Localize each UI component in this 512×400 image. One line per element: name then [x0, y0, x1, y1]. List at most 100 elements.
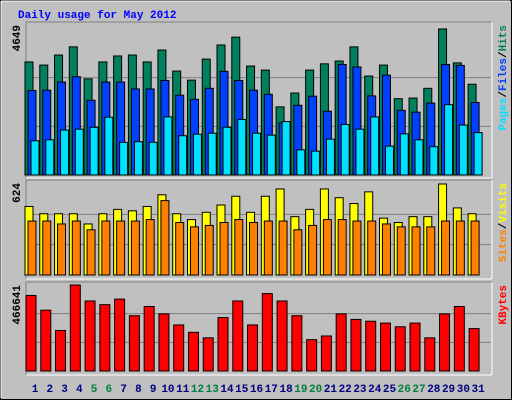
legend-entry: Visits [498, 183, 510, 223]
bar [266, 134, 276, 176]
bar [219, 222, 229, 276]
bar [335, 313, 347, 372]
x-tick-label: 10 [161, 384, 174, 396]
x-tick-label: 6 [106, 384, 113, 396]
bar [337, 219, 347, 276]
bar [143, 305, 155, 372]
bar [55, 329, 67, 372]
legend: Pages/Files/Hits [498, 25, 510, 131]
bar [175, 222, 185, 276]
bar [249, 222, 259, 276]
bar [365, 320, 377, 372]
bar [104, 116, 114, 176]
bar [322, 219, 332, 276]
bar [130, 220, 140, 276]
x-tick-label: 16 [250, 384, 263, 396]
bar [27, 220, 37, 276]
chart-title: Daily usage for May 2012 [18, 10, 176, 22]
x-tick-label: 7 [120, 384, 127, 396]
x-tick-label: 12 [191, 384, 204, 396]
x-tick-label: 14 [220, 384, 234, 396]
bar [173, 324, 185, 372]
bar [293, 229, 303, 276]
x-tick-label: 30 [457, 384, 470, 396]
bar [426, 226, 436, 276]
bar [178, 135, 188, 176]
bar [84, 300, 96, 372]
bar [340, 123, 350, 176]
bar [116, 220, 126, 276]
bar [158, 313, 170, 372]
x-tick-label: 20 [309, 384, 322, 396]
bar [411, 226, 421, 276]
bar [237, 118, 247, 176]
bar [261, 293, 273, 372]
bar [222, 126, 232, 176]
x-tick-label: 31 [471, 384, 485, 396]
legend-entry: Pages [498, 98, 510, 131]
bar [409, 322, 421, 372]
bar [101, 220, 111, 276]
bar [128, 315, 140, 372]
x-tick-label: 22 [339, 384, 352, 396]
bar [25, 294, 37, 372]
bar [291, 315, 303, 372]
bar [470, 220, 480, 276]
x-tick-label: 18 [279, 384, 293, 396]
bar [30, 140, 40, 176]
x-tick-label: 26 [398, 384, 411, 396]
bar [473, 132, 483, 176]
x-tick-label: 4 [76, 384, 83, 396]
legend-separator: / [498, 91, 510, 98]
bar [381, 223, 391, 276]
x-tick-label: 24 [368, 384, 382, 396]
bar [320, 335, 332, 372]
bar [281, 121, 291, 176]
bar [69, 284, 81, 372]
bar [60, 129, 70, 176]
bar [42, 220, 52, 276]
bar [325, 138, 335, 176]
bar [429, 146, 439, 176]
bar [278, 220, 288, 276]
x-tick-label: 21 [324, 384, 338, 396]
x-tick-label: 5 [91, 384, 98, 396]
bar [114, 298, 126, 372]
bar [306, 339, 318, 372]
bar [455, 220, 465, 276]
bar [439, 313, 451, 372]
bar [352, 220, 362, 276]
bar [119, 141, 129, 176]
bar [217, 317, 229, 372]
bar [308, 224, 318, 276]
x-tick-label: 17 [265, 384, 278, 396]
x-tick-label: 27 [412, 384, 425, 396]
bar [74, 128, 84, 176]
bar [414, 139, 424, 176]
x-tick-label: 3 [61, 384, 68, 396]
bar [232, 300, 244, 372]
legend-separator: / [498, 222, 510, 229]
bar [350, 318, 362, 372]
bar [247, 324, 259, 372]
bar [160, 200, 170, 276]
x-tick-label: 8 [135, 384, 142, 396]
bar [263, 220, 273, 276]
bar [71, 220, 81, 276]
bar [311, 150, 321, 176]
x-tick-label: 2 [46, 384, 53, 396]
x-tick-label: 23 [353, 384, 367, 396]
bar [189, 226, 199, 276]
x-tick-label: 1 [32, 384, 39, 396]
legend-separator: / [498, 51, 510, 58]
bar [384, 145, 394, 176]
bar [145, 219, 155, 276]
bar [163, 116, 173, 176]
panel [25, 179, 493, 280]
bar [192, 133, 202, 176]
legend-entry: Files [498, 58, 510, 91]
bar [57, 223, 67, 276]
y-max-label: 624 [12, 183, 24, 203]
bar [468, 328, 480, 372]
